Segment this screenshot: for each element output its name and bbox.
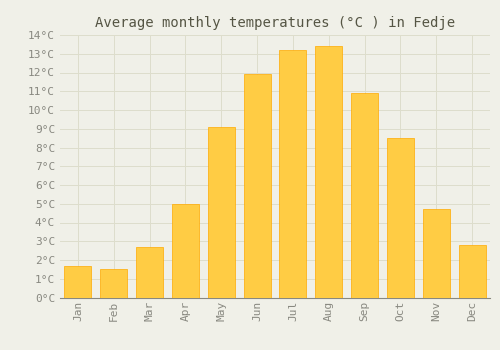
Bar <box>64 266 92 297</box>
Bar <box>423 209 450 298</box>
Bar <box>351 93 378 298</box>
Bar <box>316 46 342 298</box>
Bar <box>172 204 199 298</box>
Bar <box>387 138 414 298</box>
Bar <box>280 50 306 298</box>
Bar <box>136 247 163 298</box>
Bar <box>100 270 127 298</box>
Bar <box>458 245 485 298</box>
Title: Average monthly temperatures (°C ) in Fedje: Average monthly temperatures (°C ) in Fe… <box>95 16 455 30</box>
Bar <box>244 75 270 298</box>
Bar <box>208 127 234 298</box>
